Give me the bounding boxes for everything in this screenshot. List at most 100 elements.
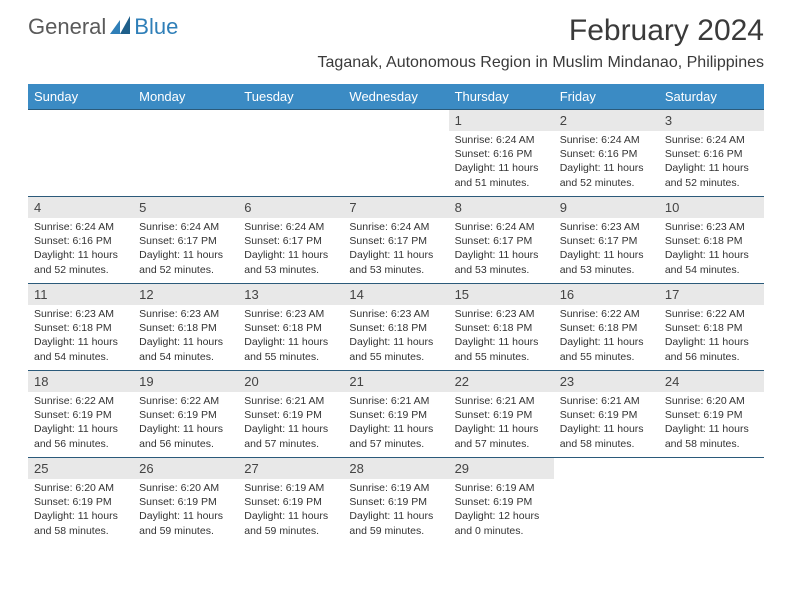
sunset-text: Sunset: 6:19 PM: [665, 408, 758, 422]
day-details: Sunrise: 6:23 AMSunset: 6:18 PMDaylight:…: [659, 218, 764, 281]
sunrise-text: Sunrise: 6:21 AM: [455, 394, 548, 408]
sunset-text: Sunset: 6:16 PM: [560, 147, 653, 161]
day-cell: 4Sunrise: 6:24 AMSunset: 6:16 PMDaylight…: [28, 197, 133, 283]
sunset-text: Sunset: 6:17 PM: [349, 234, 442, 248]
day-details: Sunrise: 6:24 AMSunset: 6:16 PMDaylight:…: [449, 131, 554, 194]
sunrise-text: Sunrise: 6:23 AM: [244, 307, 337, 321]
day-cell: 20Sunrise: 6:21 AMSunset: 6:19 PMDayligh…: [238, 371, 343, 457]
dow-cell: Saturday: [659, 84, 764, 109]
day-cell: 24Sunrise: 6:20 AMSunset: 6:19 PMDayligh…: [659, 371, 764, 457]
sunset-text: Sunset: 6:16 PM: [34, 234, 127, 248]
day-details: Sunrise: 6:19 AMSunset: 6:19 PMDaylight:…: [449, 479, 554, 542]
logo-text-blue: Blue: [134, 14, 178, 40]
day-cell: [343, 110, 448, 196]
day-number: 26: [133, 458, 238, 479]
daylight-text: Daylight: 11 hours and 58 minutes.: [665, 422, 758, 450]
day-details: Sunrise: 6:24 AMSunset: 6:17 PMDaylight:…: [449, 218, 554, 281]
day-cell: 5Sunrise: 6:24 AMSunset: 6:17 PMDaylight…: [133, 197, 238, 283]
dow-cell: Sunday: [28, 84, 133, 109]
day-details: Sunrise: 6:20 AMSunset: 6:19 PMDaylight:…: [133, 479, 238, 542]
day-cell: 7Sunrise: 6:24 AMSunset: 6:17 PMDaylight…: [343, 197, 448, 283]
daylight-text: Daylight: 11 hours and 55 minutes.: [455, 335, 548, 363]
sunset-text: Sunset: 6:18 PM: [139, 321, 232, 335]
day-cell: 29Sunrise: 6:19 AMSunset: 6:19 PMDayligh…: [449, 458, 554, 544]
day-number: 17: [659, 284, 764, 305]
day-number: 22: [449, 371, 554, 392]
sunrise-text: Sunrise: 6:21 AM: [244, 394, 337, 408]
daylight-text: Daylight: 11 hours and 58 minutes.: [560, 422, 653, 450]
day-cell: 6Sunrise: 6:24 AMSunset: 6:17 PMDaylight…: [238, 197, 343, 283]
logo-icon: [110, 16, 132, 39]
sunset-text: Sunset: 6:17 PM: [455, 234, 548, 248]
sunset-text: Sunset: 6:19 PM: [244, 495, 337, 509]
day-cell: 22Sunrise: 6:21 AMSunset: 6:19 PMDayligh…: [449, 371, 554, 457]
sunset-text: Sunset: 6:18 PM: [665, 321, 758, 335]
sunset-text: Sunset: 6:19 PM: [139, 495, 232, 509]
sunrise-text: Sunrise: 6:19 AM: [349, 481, 442, 495]
daylight-text: Daylight: 11 hours and 54 minutes.: [665, 248, 758, 276]
sunset-text: Sunset: 6:18 PM: [455, 321, 548, 335]
day-cell: 14Sunrise: 6:23 AMSunset: 6:18 PMDayligh…: [343, 284, 448, 370]
sunset-text: Sunset: 6:19 PM: [244, 408, 337, 422]
day-details: Sunrise: 6:19 AMSunset: 6:19 PMDaylight:…: [343, 479, 448, 542]
sunset-text: Sunset: 6:19 PM: [560, 408, 653, 422]
sunset-text: Sunset: 6:17 PM: [139, 234, 232, 248]
day-number: 25: [28, 458, 133, 479]
day-cell: [133, 110, 238, 196]
daylight-text: Daylight: 11 hours and 59 minutes.: [139, 509, 232, 537]
sunset-text: Sunset: 6:17 PM: [244, 234, 337, 248]
sunrise-text: Sunrise: 6:23 AM: [665, 220, 758, 234]
daylight-text: Daylight: 11 hours and 53 minutes.: [349, 248, 442, 276]
day-number: 2: [554, 110, 659, 131]
dow-cell: Tuesday: [238, 84, 343, 109]
day-details: Sunrise: 6:24 AMSunset: 6:16 PMDaylight:…: [659, 131, 764, 194]
day-details: Sunrise: 6:19 AMSunset: 6:19 PMDaylight:…: [238, 479, 343, 542]
daylight-text: Daylight: 11 hours and 54 minutes.: [139, 335, 232, 363]
daylight-text: Daylight: 11 hours and 56 minutes.: [665, 335, 758, 363]
sunrise-text: Sunrise: 6:22 AM: [139, 394, 232, 408]
logo: General Blue: [28, 14, 178, 40]
dow-cell: Wednesday: [343, 84, 448, 109]
day-cell: 18Sunrise: 6:22 AMSunset: 6:19 PMDayligh…: [28, 371, 133, 457]
page-header: General Blue February 2024 Taganak, Auto…: [0, 0, 792, 76]
day-number: 4: [28, 197, 133, 218]
day-cell: 26Sunrise: 6:20 AMSunset: 6:19 PMDayligh…: [133, 458, 238, 544]
day-details: Sunrise: 6:24 AMSunset: 6:16 PMDaylight:…: [28, 218, 133, 281]
day-details: Sunrise: 6:23 AMSunset: 6:18 PMDaylight:…: [28, 305, 133, 368]
day-number: 27: [238, 458, 343, 479]
day-cell: 11Sunrise: 6:23 AMSunset: 6:18 PMDayligh…: [28, 284, 133, 370]
week-row: 11Sunrise: 6:23 AMSunset: 6:18 PMDayligh…: [28, 283, 764, 370]
sunset-text: Sunset: 6:18 PM: [34, 321, 127, 335]
daylight-text: Daylight: 11 hours and 52 minutes.: [665, 161, 758, 189]
day-details: Sunrise: 6:20 AMSunset: 6:19 PMDaylight:…: [28, 479, 133, 542]
sunset-text: Sunset: 6:18 PM: [560, 321, 653, 335]
day-number: 18: [28, 371, 133, 392]
day-number: 13: [238, 284, 343, 305]
week-row: 18Sunrise: 6:22 AMSunset: 6:19 PMDayligh…: [28, 370, 764, 457]
title-block: February 2024 Taganak, Autonomous Region…: [318, 14, 764, 72]
sunrise-text: Sunrise: 6:24 AM: [244, 220, 337, 234]
daylight-text: Daylight: 11 hours and 56 minutes.: [139, 422, 232, 450]
daylight-text: Daylight: 11 hours and 53 minutes.: [560, 248, 653, 276]
sunrise-text: Sunrise: 6:19 AM: [455, 481, 548, 495]
sunset-text: Sunset: 6:19 PM: [455, 408, 548, 422]
week-row: 4Sunrise: 6:24 AMSunset: 6:16 PMDaylight…: [28, 196, 764, 283]
day-number: 23: [554, 371, 659, 392]
day-cell: 3Sunrise: 6:24 AMSunset: 6:16 PMDaylight…: [659, 110, 764, 196]
day-cell: 25Sunrise: 6:20 AMSunset: 6:19 PMDayligh…: [28, 458, 133, 544]
daylight-text: Daylight: 11 hours and 54 minutes.: [34, 335, 127, 363]
day-details: Sunrise: 6:21 AMSunset: 6:19 PMDaylight:…: [449, 392, 554, 455]
day-number: 9: [554, 197, 659, 218]
week-row: 25Sunrise: 6:20 AMSunset: 6:19 PMDayligh…: [28, 457, 764, 544]
daylight-text: Daylight: 11 hours and 55 minutes.: [560, 335, 653, 363]
sunrise-text: Sunrise: 6:24 AM: [455, 133, 548, 147]
day-details: Sunrise: 6:21 AMSunset: 6:19 PMDaylight:…: [343, 392, 448, 455]
day-number: 21: [343, 371, 448, 392]
daylight-text: Daylight: 11 hours and 55 minutes.: [349, 335, 442, 363]
day-cell: 17Sunrise: 6:22 AMSunset: 6:18 PMDayligh…: [659, 284, 764, 370]
sunrise-text: Sunrise: 6:19 AM: [244, 481, 337, 495]
day-cell: [659, 458, 764, 544]
daylight-text: Daylight: 11 hours and 56 minutes.: [34, 422, 127, 450]
sunset-text: Sunset: 6:18 PM: [349, 321, 442, 335]
day-number: 19: [133, 371, 238, 392]
